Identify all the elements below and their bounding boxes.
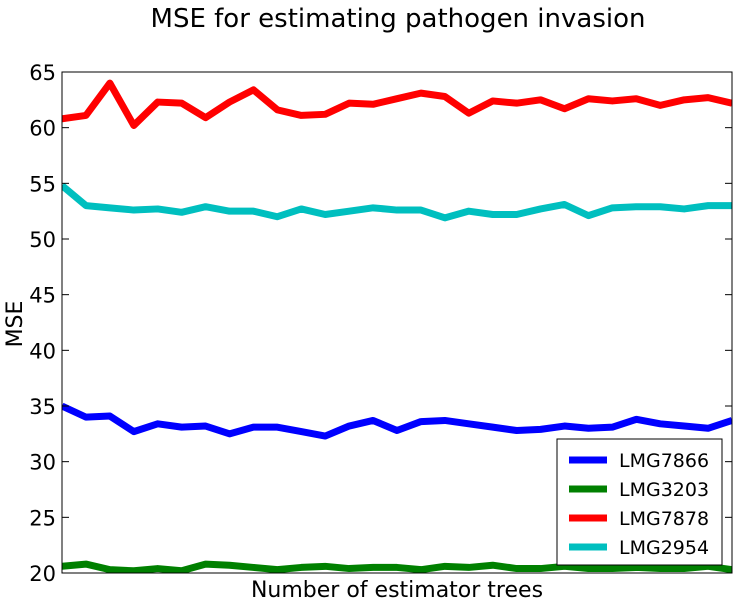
y-tick-label: 50 bbox=[29, 228, 56, 252]
y-tick-label: 60 bbox=[29, 117, 56, 141]
y-tick-label: 55 bbox=[29, 172, 56, 196]
series-line-LMG2954 bbox=[62, 182, 732, 222]
legend: LMG7866 LMG3203 LMG7878 LMG2954 bbox=[556, 438, 723, 566]
y-tick-label: 35 bbox=[29, 395, 56, 419]
x-axis-label: Number of estimator trees bbox=[251, 578, 543, 603]
legend-label-LMG7866: LMG7866 bbox=[619, 450, 709, 472]
plot-frame bbox=[61, 71, 733, 574]
y-tick-label: 25 bbox=[29, 506, 56, 530]
series-line-LMG3203 bbox=[62, 560, 732, 573]
y-tick-label: 20 bbox=[29, 562, 56, 586]
chart-title: MSE for estimating pathogen invasion bbox=[151, 4, 646, 34]
y-tick-label: 40 bbox=[29, 339, 56, 363]
y-tick-label: 45 bbox=[29, 284, 56, 308]
y-tick-label: 30 bbox=[29, 451, 56, 475]
legend-label-LMG7878: LMG7878 bbox=[619, 508, 709, 530]
y-tick-label: 65 bbox=[29, 61, 56, 85]
series-line-LMG7866 bbox=[62, 402, 732, 440]
legend-label-LMG2954: LMG2954 bbox=[619, 537, 709, 559]
y-axis-label: MSE bbox=[3, 301, 28, 348]
series-line-LMG7878 bbox=[62, 79, 732, 129]
legend-label-LMG3203: LMG3203 bbox=[619, 479, 709, 501]
